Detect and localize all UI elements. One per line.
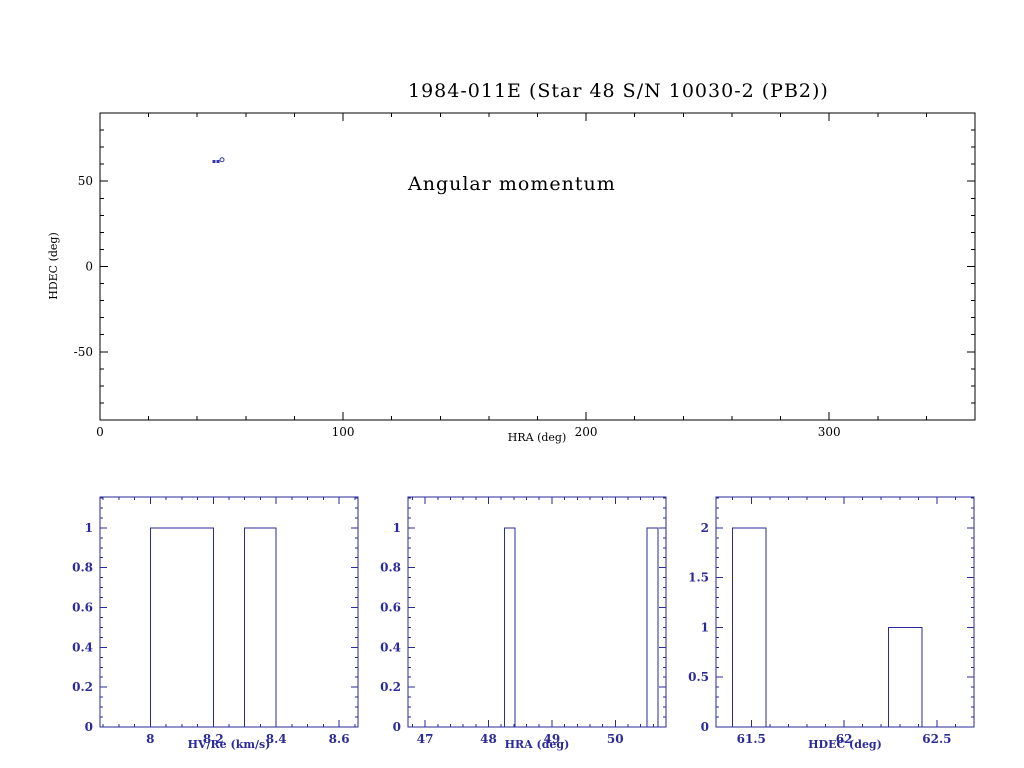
hra-histogram-ytick-label: 0.8 bbox=[380, 561, 401, 575]
hdec-histogram-bar bbox=[732, 527, 767, 727]
hv-re-histogram-xlabel: HV/Re (km/s) bbox=[188, 738, 271, 751]
hdec-histogram-bar bbox=[888, 626, 923, 727]
hra-hdec-scatter-xtick-label: 200 bbox=[575, 425, 598, 439]
hra-hdec-scatter-xtick-label: 300 bbox=[818, 425, 841, 439]
hra-histogram-ytick-label: 0 bbox=[393, 720, 401, 734]
hra-histogram-ytick-label: 0.4 bbox=[380, 640, 401, 654]
hdec-histogram: 61.5 62 62.5 0 0.5 1 1.5 2 HDEC (deg) bbox=[688, 496, 975, 751]
hdec-histogram-frame bbox=[715, 496, 975, 728]
hv-re-histogram-xtick-label: 8 bbox=[146, 732, 154, 746]
hv-re-histogram-ytick-label: 0.8 bbox=[72, 561, 93, 575]
hra-hdec-scatter-frame bbox=[99, 112, 976, 421]
hdec-histogram-ytick-label: 1.5 bbox=[688, 571, 709, 585]
hra-histogram-ytick-label: 0.2 bbox=[380, 680, 401, 694]
hra-hdec-scatter-ylabel: HDEC (deg) bbox=[47, 232, 60, 300]
hra-histogram-xtick-label: 47 bbox=[417, 732, 434, 746]
hdec-histogram-ytick-label: 1 bbox=[701, 620, 709, 634]
hv-re-histogram-xtick-label: 8.4 bbox=[266, 732, 287, 746]
hv-re-histogram: 8 8.2 8.4 8.6 0 0.2 0.4 0.6 0.8 1 HV/Re (km/s) bbox=[72, 496, 359, 751]
hra-hdec-scatter-ytick-label: -50 bbox=[74, 345, 93, 359]
hv-re-histogram-ytick-label: 0.2 bbox=[72, 680, 93, 694]
chart-title-line1: 1984-011E (Star 48 S/N 10030-2 (PB2)) bbox=[408, 80, 829, 102]
hdec-histogram-xlabel: HDEC (deg) bbox=[808, 738, 882, 751]
data-point bbox=[216, 160, 220, 164]
hdec-histogram-xtick-label: 62.5 bbox=[922, 732, 951, 746]
hv-re-histogram-xtick-label: 8.6 bbox=[329, 732, 350, 746]
hra-hdec-scatter-xtick-label: 100 bbox=[332, 425, 355, 439]
data-point-open bbox=[219, 157, 225, 163]
hra-histogram-bar bbox=[646, 527, 659, 727]
hra-hdec-scatter-xtick-label: 0 bbox=[96, 425, 104, 439]
hv-re-histogram-bar bbox=[244, 527, 277, 727]
hv-re-histogram-ytick-label: 0.6 bbox=[72, 601, 93, 615]
hra-hdec-scatter-ytick-label: 50 bbox=[78, 174, 93, 188]
hdec-histogram-xtick-label: 62 bbox=[836, 732, 853, 746]
hv-re-histogram-frame bbox=[99, 496, 359, 728]
data-point bbox=[212, 160, 216, 164]
hdec-histogram-ytick-label: 0.5 bbox=[688, 670, 709, 684]
chart-title-line2: Angular momentum bbox=[408, 173, 616, 195]
hra-histogram-ytick-label: 0.6 bbox=[380, 601, 401, 615]
hv-re-histogram-ytick-label: 0 bbox=[85, 720, 93, 734]
hra-histogram-xlabel: HRA (deg) bbox=[505, 738, 570, 751]
hra-histogram: 47 48 49 50 0 0.2 0.4 0.6 0.8 1 HRA (deg) bbox=[380, 496, 667, 751]
hra-histogram-ytick-label: 1 bbox=[393, 521, 401, 535]
hdec-histogram-ytick-label: 2 bbox=[701, 521, 709, 535]
hra-histogram-xtick-label: 50 bbox=[607, 732, 624, 746]
hra-histogram-xtick-label: 49 bbox=[544, 732, 561, 746]
hv-re-histogram-ytick-label: 0.4 bbox=[72, 640, 93, 654]
hdec-histogram-ytick-label: 0 bbox=[701, 720, 709, 734]
hra-histogram-frame bbox=[407, 496, 667, 728]
hra-histogram-xtick-label: 48 bbox=[480, 732, 497, 746]
hv-re-histogram-ytick-label: 1 bbox=[85, 521, 93, 535]
hra-hdec-scatter-xlabel: HRA (deg) bbox=[508, 431, 567, 444]
hv-re-histogram-bar bbox=[149, 527, 214, 727]
hv-re-histogram-xtick-label: 8.2 bbox=[203, 732, 224, 746]
hra-histogram-bar bbox=[503, 527, 516, 727]
hra-hdec-scatter-ytick-label: 0 bbox=[85, 260, 93, 274]
chart-title: 1984-011E (Star 48 S/N 10030-2 (PB2)) An… bbox=[408, 14, 829, 231]
hdec-histogram-xtick-label: 61.5 bbox=[737, 732, 766, 746]
hra-hdec-scatter: 0 100 200 300 -50 0 50 HRA (deg) HDEC (deg) bbox=[47, 112, 976, 444]
